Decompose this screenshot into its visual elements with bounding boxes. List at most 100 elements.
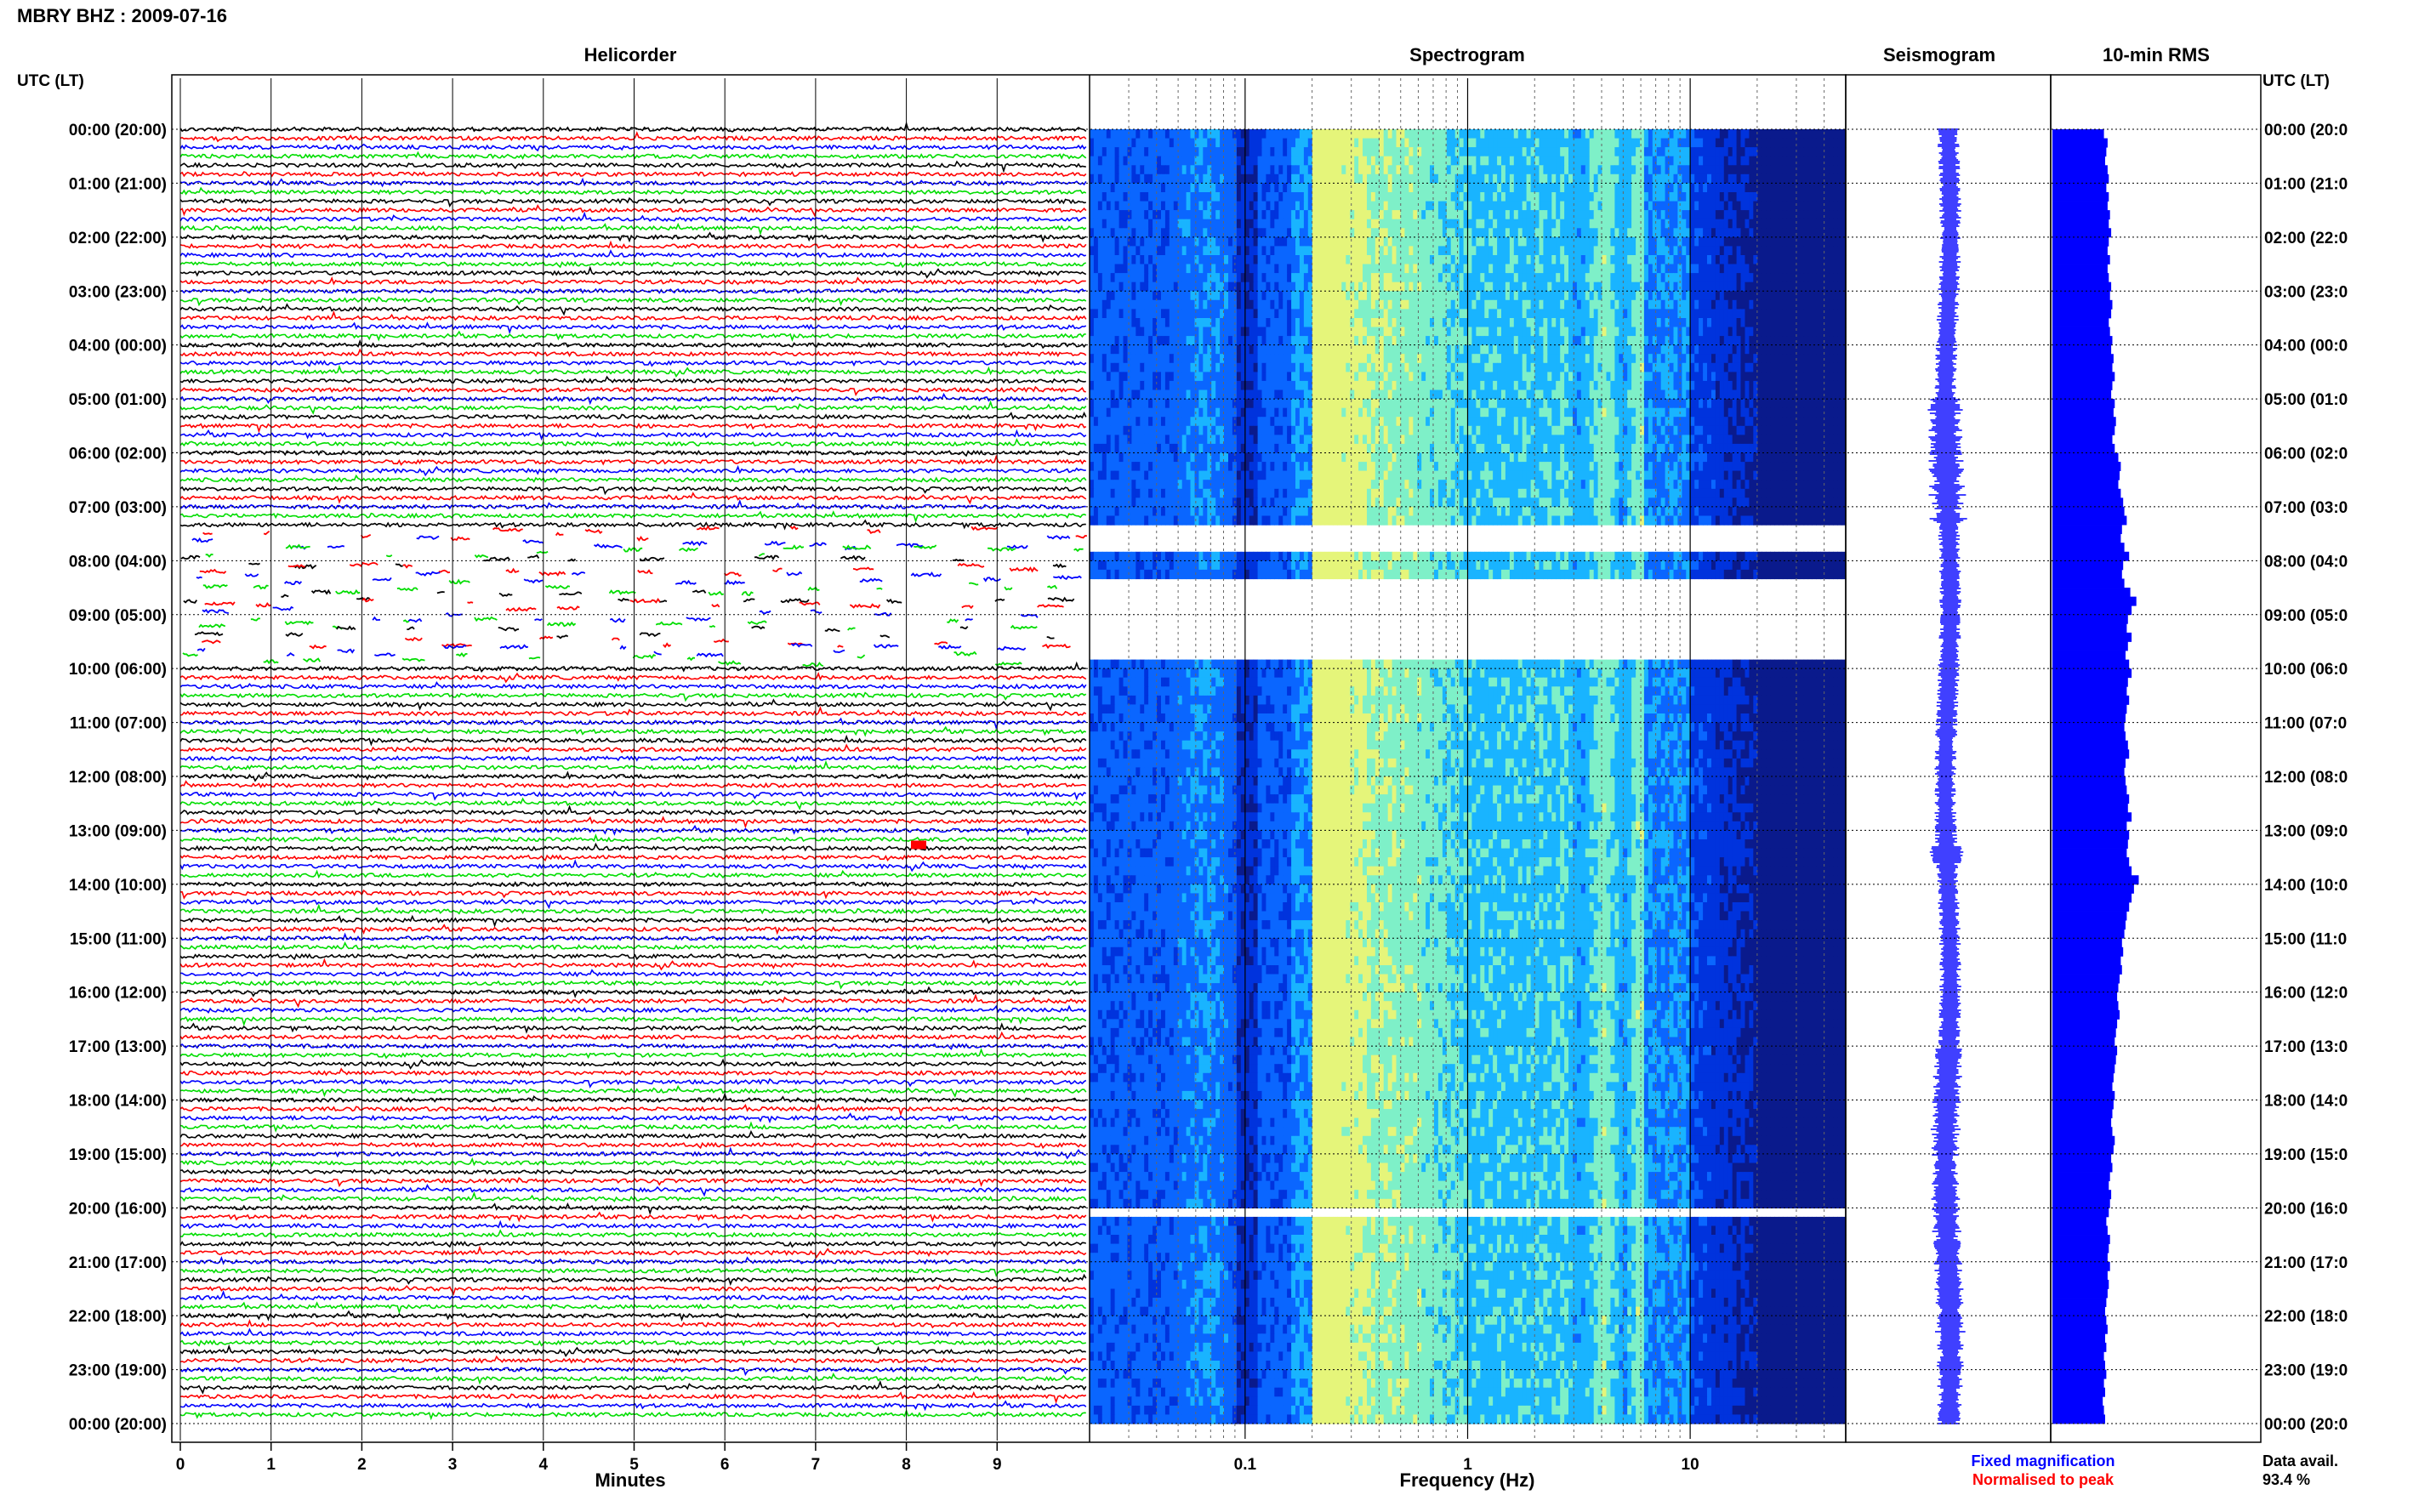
spectrogram-cell [1602,129,1607,139]
spectrogram-cell [1686,309,1691,319]
spectrogram-cell [1820,255,1825,265]
spectrogram-cell [1493,210,1498,220]
spectrogram-cell [1194,354,1199,364]
spectrogram-cell [1283,281,1288,292]
spectrogram-cell [1266,236,1271,247]
spectrogram-cell [1677,236,1682,247]
spectrogram-cell [1669,129,1675,139]
helicorder-trace-line [179,464,1086,477]
spectrogram-cell [1249,210,1255,220]
spectrogram-cell [1463,344,1469,355]
spectrogram-cell [1173,138,1179,148]
spectrogram-cell [1118,173,1124,184]
spectrogram-cell [1560,201,1565,211]
spectrogram-cell [1560,344,1565,355]
spectrogram-cell [1547,344,1552,355]
spectrogram-cell [1547,362,1552,372]
spectrogram-cell [1190,138,1195,148]
spectrogram-cell [1530,183,1536,193]
spectrogram-cell [1446,299,1452,310]
spectrogram-cell [1803,192,1809,202]
spectrogram-cell [1240,246,1246,256]
spectrogram-cell [1173,129,1179,139]
spectrogram-cell [1203,219,1208,229]
spectrogram-cell [1426,291,1431,301]
spectrogram-cell [1665,336,1671,346]
spectrogram-cell [1593,236,1599,247]
spectrogram-cell [1627,281,1632,292]
spectrogram-cell [1568,264,1574,274]
helicorder-trace-line [179,131,1087,143]
spectrogram-cell [1363,291,1368,301]
spectrogram-cell [1346,210,1351,220]
spectrogram-cell [1837,255,1842,265]
spectrogram-cell [1707,183,1712,193]
spectrogram-cell [1539,327,1544,337]
spectrogram-cell [1173,192,1179,202]
spectrogram-cell [1299,156,1305,166]
spectrogram-cell [1833,138,1838,148]
spectrogram-cell [1614,228,1619,238]
spectrogram-cell [1652,318,1658,328]
spectrogram-cell [1656,344,1662,355]
spectrogram-cell [1409,165,1414,175]
spectrogram-cell [1413,210,1418,220]
spectrogram-cell [1261,299,1266,310]
spectrogram-cell [1220,129,1225,139]
spectrogram-cell [1539,219,1544,229]
spectrogram-cell [1350,138,1355,148]
spectrogram-cell [1732,264,1738,274]
spectrogram-cell [1509,156,1515,166]
spectrogram-cell [1779,309,1784,319]
spectrogram-cell [1505,299,1511,310]
spectrogram-cell [1606,344,1611,355]
spectrogram-cell [1580,173,1586,184]
spectrogram-cell [1723,219,1729,229]
spectrogram-cell [1753,129,1758,139]
spectrogram-cell [1703,246,1708,256]
spectrogram-cell [1732,299,1738,310]
spectrogram-cell [1186,138,1192,148]
spectrogram-cell [1169,219,1175,229]
spectrogram-cell [1437,299,1443,310]
spectrogram-cell [1807,138,1813,148]
spectrogram-cell [1367,354,1372,364]
spectrogram-cell [1333,219,1338,229]
spectrogram-cell [1148,236,1153,247]
spectrogram-cell [1534,264,1540,274]
spectrogram-cell [1833,354,1838,364]
helicorder-trace-line [179,770,1086,782]
spectrogram-cell [1526,309,1532,319]
spectrogram-cell [1493,219,1498,229]
spectrogram-cell [1370,219,1376,229]
spectrogram-cell [1375,354,1380,364]
spectrogram-cell [1505,354,1511,364]
spectrogram-cell [1333,291,1338,301]
spectrogram-cell [1350,344,1355,355]
spectrogram-cell [1627,273,1632,283]
spectrogram-cell [1816,147,1821,157]
spectrogram-cell [1589,228,1595,238]
spectrogram-cell [1375,147,1380,157]
spectrogram-cell [1551,228,1557,238]
helicorder-trace-line [179,1043,1087,1050]
spectrogram-cell [1157,336,1162,346]
spectrogram-cell [1723,362,1729,372]
spectrogram-cell [1699,192,1704,202]
spectrogram-cell [1266,281,1271,292]
spectrogram-cell [1136,362,1141,372]
spectrogram-cell [1097,327,1103,337]
spectrogram-cell [1346,327,1351,337]
spectrogram-cell [1190,236,1195,247]
spectrogram-cell [1837,264,1842,274]
spectrogram-cell [1194,264,1199,274]
spectrogram-cell [1450,236,1456,247]
spectrogram-cell [1413,255,1418,265]
spectrogram-cell [1266,201,1271,211]
spectrogram-cell [1437,165,1443,175]
spectrogram-cell [1736,264,1742,274]
spectrogram-cell [1101,192,1107,202]
spectrogram-cell [1278,183,1283,193]
spectrogram-cell [1673,336,1678,346]
spectrogram-cell [1829,299,1834,310]
